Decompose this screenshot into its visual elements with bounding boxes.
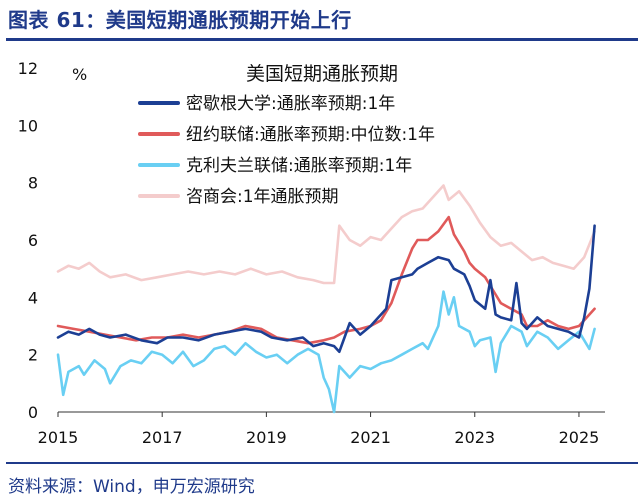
legend-label-3: 克利夫兰联储:通胀率预期:1年	[186, 156, 412, 176]
y-tick-label: 6	[28, 231, 38, 250]
series-line-2	[56, 215, 596, 345]
chart-title: 美国短期通胀预期	[246, 63, 398, 85]
figure-title: 图表 61：美国短期通胀预期开始上行	[8, 8, 352, 32]
series-line-4	[56, 184, 596, 285]
y-tick-label: 4	[28, 288, 38, 307]
y-axis-unit-label: %	[72, 65, 87, 84]
title-rule	[6, 38, 638, 41]
series-lines	[56, 184, 596, 414]
y-tick-label: 8	[28, 174, 38, 193]
x-tick-label: 2015	[38, 428, 79, 447]
y-tick-label: 12	[18, 59, 38, 78]
x-tick-label: 2019	[246, 428, 287, 447]
legend-label-4: 咨商会:1年通胀预期	[186, 187, 339, 207]
series-line-1	[56, 224, 596, 354]
series-line-3	[56, 290, 596, 414]
x-tick-label: 2021	[350, 428, 391, 447]
line-chart: 美国短期通胀预期 % 0 2 4 6 8 10 12 2015 2017 2019 2021 2023…	[18, 59, 605, 447]
chart-axes: 0 2 4 6 8 10 12 2015 2017 2019 2021 2023 2025	[18, 59, 605, 447]
y-tick-label: 0	[28, 403, 38, 422]
figure-source: 资料来源：Wind，申万宏源研究	[8, 477, 255, 497]
x-tick-label: 2023	[454, 428, 495, 447]
chart-legend: 密歇根大学:通胀率预期:1年纽约联储:通胀率预期:中位数:1年克利夫兰联储:通胀…	[138, 94, 435, 207]
y-tick-label: 10	[18, 116, 38, 135]
x-tick-label: 2025	[559, 428, 600, 447]
legend-label-2: 纽约联储:通胀率预期:中位数:1年	[186, 125, 435, 145]
source-rule	[6, 462, 638, 464]
legend-label-1: 密歇根大学:通胀率预期:1年	[186, 94, 395, 114]
x-tick-label: 2017	[142, 428, 183, 447]
y-tick-label: 2	[28, 346, 38, 365]
